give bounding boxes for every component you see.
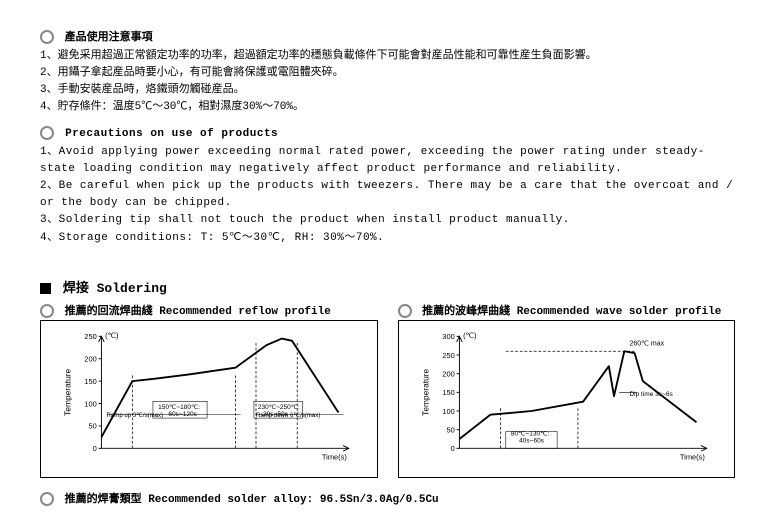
list-item: 4、貯存條件：温度5℃～30℃，相對濕度30%～70%。 — [40, 99, 735, 116]
precautions-en-title-text: Precautions on use of products — [65, 128, 278, 140]
svg-text:Temperature: Temperature — [63, 368, 73, 415]
svg-text:200: 200 — [442, 369, 454, 378]
list-item: 3、Soldering tip shall not touch the prod… — [40, 212, 735, 229]
solder-alloy: 推薦的焊膏類型 Recommended solder alloy: 96.5Sn… — [40, 490, 735, 506]
svg-text:Ramp down 6℃/s(max): Ramp down 6℃/s(max) — [256, 413, 320, 419]
svg-text:Temperature: Temperature — [420, 368, 430, 415]
bullet-icon — [40, 30, 54, 44]
precautions-en-title: Precautions on use of products — [40, 126, 735, 140]
svg-text:40s~60s: 40s~60s — [519, 437, 545, 444]
reflow-chart: 0 50 100 150 200 250 (℃) Time(s) Temperature 150℃… — [40, 320, 378, 478]
list-item: 4、Storage conditions: T: 5℃～30℃, RH: 30%… — [40, 230, 735, 247]
reflow-chart-block: 推薦的回流焊曲綫 Recommended reflow profile 0 50 1… — [40, 302, 378, 478]
svg-text:Time(s): Time(s) — [322, 452, 347, 461]
soldering-title: 焊接 Soldering — [40, 277, 735, 296]
svg-text:150: 150 — [442, 388, 454, 397]
bullet-icon — [398, 304, 412, 318]
reflow-title: 推薦的回流焊曲綫 Recommended reflow profile — [40, 302, 378, 318]
svg-text:230℃~250℃:: 230℃~250℃: — [258, 403, 300, 410]
svg-text:100: 100 — [442, 406, 454, 415]
svg-text:Ramp up 3℃/s(max): Ramp up 3℃/s(max) — [107, 413, 164, 419]
svg-text:Time(s): Time(s) — [679, 452, 704, 461]
reflow-title-text: 推薦的回流焊曲綫 Recommended reflow profile — [65, 306, 331, 318]
svg-text:(℃): (℃) — [105, 331, 119, 340]
bullet-icon — [40, 304, 54, 318]
svg-text:0: 0 — [93, 444, 97, 453]
list-item: 1、避免采用超過正常額定功率的功率，超過額定功率的穩態負載條件下可能會對産品性能… — [40, 48, 735, 65]
list-item: 2、Be careful when pick up the products w… — [40, 178, 735, 212]
precautions-cn-title: 產品使用注意事項 — [40, 28, 735, 44]
svg-text:250: 250 — [442, 350, 454, 359]
wave-title-text: 推薦的波峰焊曲綫 Recommended wave solder profile — [422, 306, 721, 318]
svg-text:50: 50 — [88, 421, 96, 430]
list-item: 3、手動安裝産品時，烙鐵頭勿觸碰産品。 — [40, 82, 735, 99]
list-item: 1、Avoid applying power exceeding normal … — [40, 144, 735, 178]
svg-text:50: 50 — [446, 425, 454, 434]
soldering-title-text: 焊接 Soldering — [63, 281, 167, 296]
solder-alloy-text: 推薦的焊膏類型 Recommended solder alloy: 96.5Sn… — [65, 494, 439, 506]
svg-text:(℃): (℃) — [463, 331, 477, 340]
square-icon — [40, 283, 51, 294]
bullet-icon — [40, 492, 54, 506]
svg-text:150: 150 — [84, 377, 96, 386]
svg-text:0: 0 — [450, 444, 454, 453]
svg-text:150℃~180℃:: 150℃~180℃: — [158, 403, 200, 410]
svg-text:100: 100 — [84, 399, 96, 408]
wave-title: 推薦的波峰焊曲綫 Recommended wave solder profile — [398, 302, 736, 318]
precautions-cn-list: 1、避免采用超過正常額定功率的功率，超過額定功率的穩態負載條件下可能會對産品性能… — [40, 48, 735, 116]
bullet-icon — [40, 126, 54, 140]
precautions-en-list: 1、Avoid applying power exceeding normal … — [40, 144, 735, 246]
svg-text:200: 200 — [84, 354, 96, 363]
svg-text:250: 250 — [84, 332, 96, 341]
list-item: 2、用鑷子拿起産品時要小心，有可能會將保護或電阻體夾碎。 — [40, 65, 735, 82]
solder-charts-row: 推薦的回流焊曲綫 Recommended reflow profile 0 50 1… — [40, 302, 735, 478]
svg-text:300: 300 — [442, 332, 454, 341]
wave-chart-block: 推薦的波峰焊曲綫 Recommended wave solder profile… — [398, 302, 736, 478]
wave-chart: 0 50 100 150 200 250 300 (℃) Time(s) Temperature 2… — [398, 320, 736, 478]
svg-text:260℃ max: 260℃ max — [629, 340, 664, 347]
precautions-cn-title-text: 產品使用注意事項 — [65, 32, 153, 44]
